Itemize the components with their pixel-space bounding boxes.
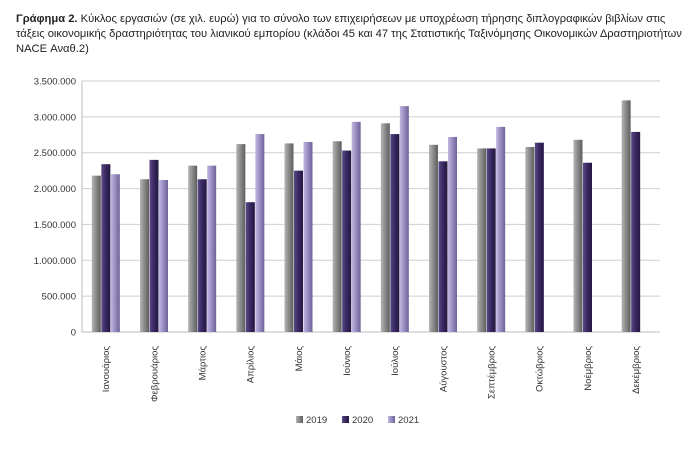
bars: [91, 100, 641, 333]
legend-swatch-2019: [296, 416, 303, 423]
bar-2019: [140, 179, 149, 332]
legend-label-2020: 2020: [352, 415, 373, 426]
x-tick-label: Δεκέμβριος: [631, 346, 642, 394]
bar-2019: [380, 123, 390, 332]
x-tick-label: Σεπτέμβριος: [486, 346, 497, 399]
axes: [81, 81, 660, 333]
y-tick-label: 1.000.000: [34, 256, 76, 267]
bar-2021: [399, 106, 409, 332]
bar-2020: [245, 202, 255, 332]
y-tick-label: 1.500.000: [34, 220, 76, 231]
y-tick-label: 500.000: [42, 292, 76, 303]
bar-2020: [583, 162, 592, 332]
x-tick-label: Ιανουάριος: [101, 346, 112, 393]
y-tick-label: 3.500.000: [34, 77, 76, 88]
caption-lead: Γράφημα 2.: [16, 13, 78, 25]
bar-2020: [534, 142, 544, 332]
x-tick-label: Ιούνιος: [342, 346, 353, 376]
caption-text: Κύκλος εργασιών (σε χιλ. ευρώ) για το σύ…: [16, 13, 682, 55]
bar-2019: [429, 144, 438, 332]
y-tick-label: 3.000.000: [34, 112, 76, 123]
bar-2020: [294, 170, 303, 332]
x-tick-label: Φεβρουάριος: [149, 346, 160, 402]
bar-2019: [236, 144, 246, 332]
x-tick-label: Απρίλιος: [246, 346, 257, 384]
bar-2020: [342, 150, 352, 332]
bar-2021: [303, 141, 313, 332]
bar-2020: [149, 159, 159, 332]
bar-2019: [477, 148, 487, 332]
bar-2019: [573, 139, 583, 332]
bar-2020: [486, 148, 496, 332]
legend-swatch-2020: [342, 416, 349, 423]
bar-2020: [197, 179, 207, 332]
legend-label-2019: 2019: [306, 415, 327, 426]
x-tick-label: Οκτώβριος: [535, 346, 546, 392]
legend-label-2021: 2021: [398, 415, 419, 426]
x-tick-label: Αύγουστος: [438, 346, 449, 393]
bar-2019: [91, 175, 101, 332]
x-tick-label: Μάρτιος: [197, 346, 208, 381]
bar-2021: [159, 179, 168, 332]
bar-2019: [621, 100, 631, 332]
bar-2021: [496, 126, 506, 332]
grid-lines: [82, 80, 660, 333]
bar-2019: [332, 141, 342, 332]
legend-swatch-2021: [388, 416, 395, 423]
bar-2021: [110, 174, 120, 332]
x-tick-label: Νοέμβριος: [583, 346, 594, 391]
bar-2021: [255, 134, 265, 332]
bar-2021: [351, 121, 361, 333]
bar-2020: [101, 164, 111, 332]
x-tick-label: Μάιος: [294, 346, 305, 372]
x-tick-labels: Ιανουάριος Φεβρουάριος Μάρτιος Απρίλιος Μάιο…: [101, 346, 642, 402]
legend: 2019 2020 2021: [296, 415, 419, 426]
bar-2020: [631, 131, 641, 332]
y-tick-labels: 0 500.000 1.000.000 1.500.000 2.000.000 2.500…: [34, 77, 76, 339]
y-tick-label: 0: [71, 328, 76, 339]
x-tick-label: Ιούλιος: [390, 346, 401, 376]
y-tick-label: 2.500.000: [34, 148, 76, 159]
y-tick-label: 2.000.000: [34, 184, 76, 195]
bar-2021: [207, 165, 217, 332]
bar-2020: [390, 134, 400, 332]
bar-2019: [188, 165, 198, 332]
bar-2019: [525, 146, 535, 332]
chart-caption: Γράφημα 2. Κύκλος εργασιών (σε χιλ. ευρώ…: [16, 12, 686, 57]
bar-2019: [284, 143, 294, 332]
bar-2020: [438, 161, 448, 332]
bar-2021: [448, 136, 457, 332]
